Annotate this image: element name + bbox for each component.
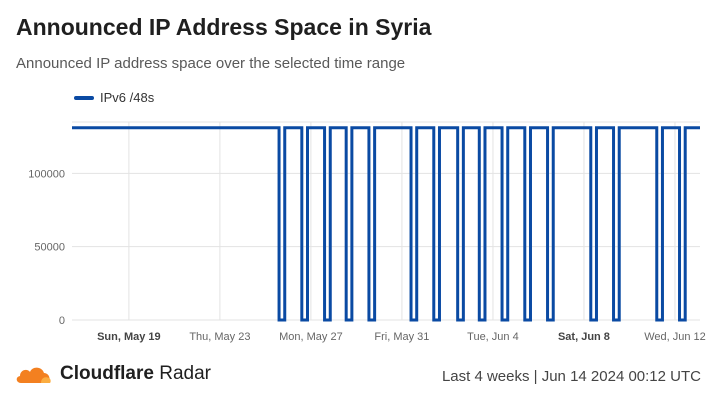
x-tick-label: Fri, May 31 <box>374 331 429 343</box>
x-tick-label: Sun, May 19 <box>97 331 161 343</box>
legend-swatch <box>74 95 94 100</box>
chart-subtitle: Announced IP address space over the sele… <box>16 55 406 72</box>
y-tick-label: 100000 <box>28 168 65 180</box>
line-chart: 0 50000 100000 Sun, May 19 Thu, May 23 Mon, M… <box>28 121 706 343</box>
y-tick-label: 50000 <box>34 242 65 254</box>
chart-title: Announced IP Address Space in Syria <box>16 14 432 40</box>
brand-name: Cloudflare Radar <box>60 363 211 384</box>
series-line <box>72 126 700 322</box>
time-range-info: Last 4 weeks | Jun 14 2024 00:12 UTC <box>441 368 701 385</box>
y-tick-label: 0 <box>59 315 65 327</box>
cloudflare-cloud-icon <box>16 367 51 383</box>
x-tick-label: Mon, May 27 <box>279 331 343 343</box>
legend[interactable]: IPv6 /48s <box>74 90 154 105</box>
x-tick-label: Tue, Jun 4 <box>467 331 519 343</box>
cloudflare-radar-logo[interactable]: Cloudflare Radar <box>14 363 211 385</box>
x-tick-label: Thu, May 23 <box>189 331 250 343</box>
legend-label: IPv6 /48s <box>100 90 155 105</box>
x-tick-label: Wed, Jun 12 <box>644 331 706 343</box>
x-tick-label: Sat, Jun 8 <box>558 331 610 343</box>
